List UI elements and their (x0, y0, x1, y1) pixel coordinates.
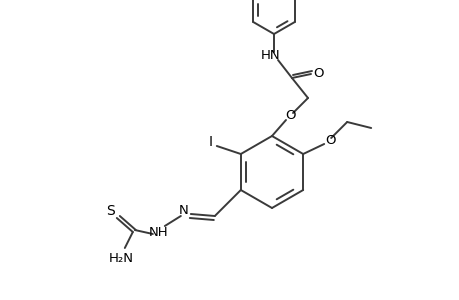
Text: HN: HN (261, 49, 280, 62)
Text: O: O (285, 109, 296, 122)
Text: I: I (208, 135, 213, 149)
Text: S: S (106, 204, 115, 218)
Text: N: N (179, 205, 188, 218)
Text: O: O (313, 67, 324, 80)
Text: H₂N: H₂N (108, 251, 133, 265)
Text: NH: NH (149, 226, 168, 238)
Text: O: O (324, 134, 335, 146)
